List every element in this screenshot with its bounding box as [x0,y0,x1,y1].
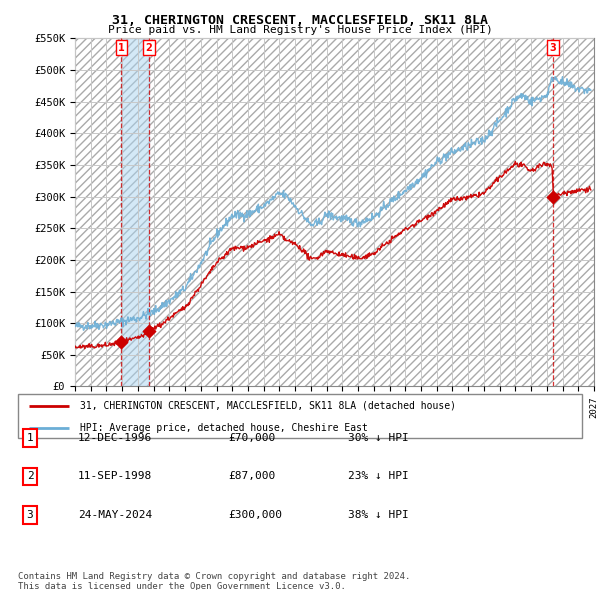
Text: 12-DEC-1996: 12-DEC-1996 [78,433,152,443]
Text: 11-SEP-1998: 11-SEP-1998 [78,471,152,481]
Text: £300,000: £300,000 [228,510,282,520]
Text: 31, CHERINGTON CRESCENT, MACCLESFIELD, SK11 8LA (detached house): 31, CHERINGTON CRESCENT, MACCLESFIELD, S… [80,401,456,411]
Text: 24-MAY-2024: 24-MAY-2024 [78,510,152,520]
Text: 38% ↓ HPI: 38% ↓ HPI [348,510,409,520]
Text: 2: 2 [26,471,34,481]
Text: 1: 1 [118,43,125,53]
Text: 1: 1 [26,433,34,443]
FancyBboxPatch shape [18,394,582,438]
Text: HPI: Average price, detached house, Cheshire East: HPI: Average price, detached house, Ches… [80,423,368,433]
Text: This data is licensed under the Open Government Licence v3.0.: This data is licensed under the Open Gov… [18,582,346,590]
Point [144,327,154,336]
Point [116,337,126,347]
Text: 30% ↓ HPI: 30% ↓ HPI [348,433,409,443]
Bar [121,38,149,386]
Text: 23% ↓ HPI: 23% ↓ HPI [348,471,409,481]
Text: 2: 2 [146,43,152,53]
Text: £70,000: £70,000 [228,433,275,443]
Text: 3: 3 [550,43,556,53]
Text: Contains HM Land Registry data © Crown copyright and database right 2024.: Contains HM Land Registry data © Crown c… [18,572,410,581]
Text: 3: 3 [26,510,34,520]
Text: 31, CHERINGTON CRESCENT, MACCLESFIELD, SK11 8LA: 31, CHERINGTON CRESCENT, MACCLESFIELD, S… [112,14,488,27]
Text: £87,000: £87,000 [228,471,275,481]
Text: Price paid vs. HM Land Registry's House Price Index (HPI): Price paid vs. HM Land Registry's House … [107,25,493,35]
Point [548,192,558,201]
